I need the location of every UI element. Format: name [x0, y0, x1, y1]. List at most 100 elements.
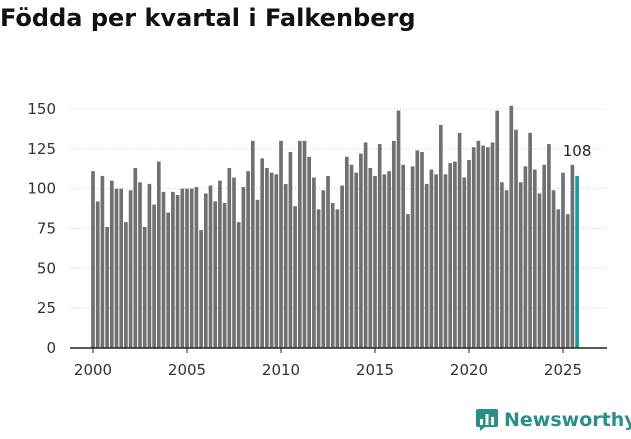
- bar: [161, 191, 166, 348]
- bar: [344, 156, 349, 348]
- y-tick-label: 75: [37, 220, 56, 238]
- bar: [171, 191, 175, 348]
- bar: [434, 174, 438, 348]
- bar: [255, 199, 260, 348]
- bar: [556, 209, 561, 348]
- bar: [288, 152, 293, 348]
- bar: [128, 190, 133, 348]
- bar: [354, 172, 359, 348]
- bar: [500, 182, 504, 348]
- bar: [330, 203, 335, 348]
- bar: [537, 193, 542, 348]
- bar: [532, 169, 537, 348]
- bar: [514, 129, 518, 348]
- bar: [218, 180, 222, 348]
- bar: [199, 230, 203, 348]
- bar: [180, 188, 185, 348]
- bar: [528, 132, 532, 348]
- bar: [189, 188, 194, 348]
- bar: [476, 140, 481, 348]
- bar: [283, 183, 288, 348]
- bar: [274, 174, 279, 348]
- bar: [406, 214, 410, 348]
- bar: [551, 190, 556, 348]
- bar: [570, 164, 575, 348]
- bar: [109, 180, 114, 348]
- bar: [462, 177, 467, 348]
- bar: [166, 212, 171, 348]
- y-tick-label: 125: [27, 140, 56, 158]
- bar: [152, 204, 156, 348]
- bar: [124, 222, 128, 348]
- bar: [260, 158, 265, 348]
- bar: [547, 144, 551, 348]
- bar: [307, 156, 312, 348]
- bars: [91, 105, 579, 349]
- bar-chart-speech-bubble-icon: [476, 409, 498, 431]
- bar: [203, 193, 208, 348]
- bar: [349, 164, 354, 348]
- bar: [316, 209, 321, 348]
- y-tick-label: 0: [46, 339, 56, 357]
- bar: [91, 171, 95, 348]
- bar: [156, 161, 161, 348]
- bar: [391, 140, 396, 348]
- bar: [490, 142, 495, 348]
- bar: [377, 144, 382, 348]
- bar: [382, 174, 387, 348]
- bar: [227, 167, 232, 348]
- x-axis: 2000 2005 2010 2015 2020 2025: [70, 347, 607, 379]
- bar: [312, 177, 316, 348]
- bar: [420, 152, 424, 348]
- bar: [208, 185, 213, 348]
- x-tick-label: 2020: [450, 361, 488, 379]
- bar: [481, 145, 485, 348]
- bar: [293, 206, 297, 348]
- bar: [401, 164, 406, 348]
- bar: [373, 175, 377, 348]
- bar: [523, 166, 528, 348]
- bar: [133, 167, 138, 348]
- bar: [114, 188, 119, 348]
- bar: [147, 183, 152, 348]
- bar: [448, 163, 453, 348]
- bar: [424, 183, 429, 348]
- bar: [429, 169, 434, 348]
- bar: [471, 147, 476, 348]
- bar: [232, 177, 236, 348]
- y-axis-ticks: 0 25 50 75 100 125 150: [27, 100, 56, 357]
- bar: [194, 187, 199, 348]
- bar: [269, 172, 274, 348]
- bar: [236, 222, 241, 348]
- y-tick-label: 25: [37, 299, 56, 317]
- bar: [359, 153, 363, 348]
- bar: [138, 182, 142, 348]
- x-tick-label: 2005: [168, 361, 206, 379]
- bar: [518, 182, 523, 348]
- bar: [443, 174, 448, 348]
- bar: [250, 140, 255, 348]
- bar: [457, 132, 462, 348]
- bar: [142, 226, 147, 348]
- last-value-label: 108: [563, 142, 592, 160]
- bar: [485, 147, 490, 348]
- bar: [326, 175, 330, 348]
- bar: [246, 171, 250, 348]
- bar: [222, 203, 227, 348]
- bar: [504, 190, 509, 348]
- bar: [279, 140, 283, 348]
- bar: [297, 140, 302, 348]
- bar: [542, 164, 547, 348]
- bar: [438, 124, 443, 349]
- newsworthy-logo: Newsworthy: [476, 408, 631, 432]
- bar: [340, 185, 344, 348]
- bar: [387, 171, 391, 348]
- bar: [509, 105, 514, 348]
- bar: [415, 150, 420, 348]
- bar: [453, 161, 457, 348]
- bar: [95, 201, 100, 348]
- x-tick-label: 2010: [262, 361, 300, 379]
- bar: [119, 188, 124, 348]
- bar: [175, 195, 180, 348]
- x-tick-label: 2025: [544, 361, 582, 379]
